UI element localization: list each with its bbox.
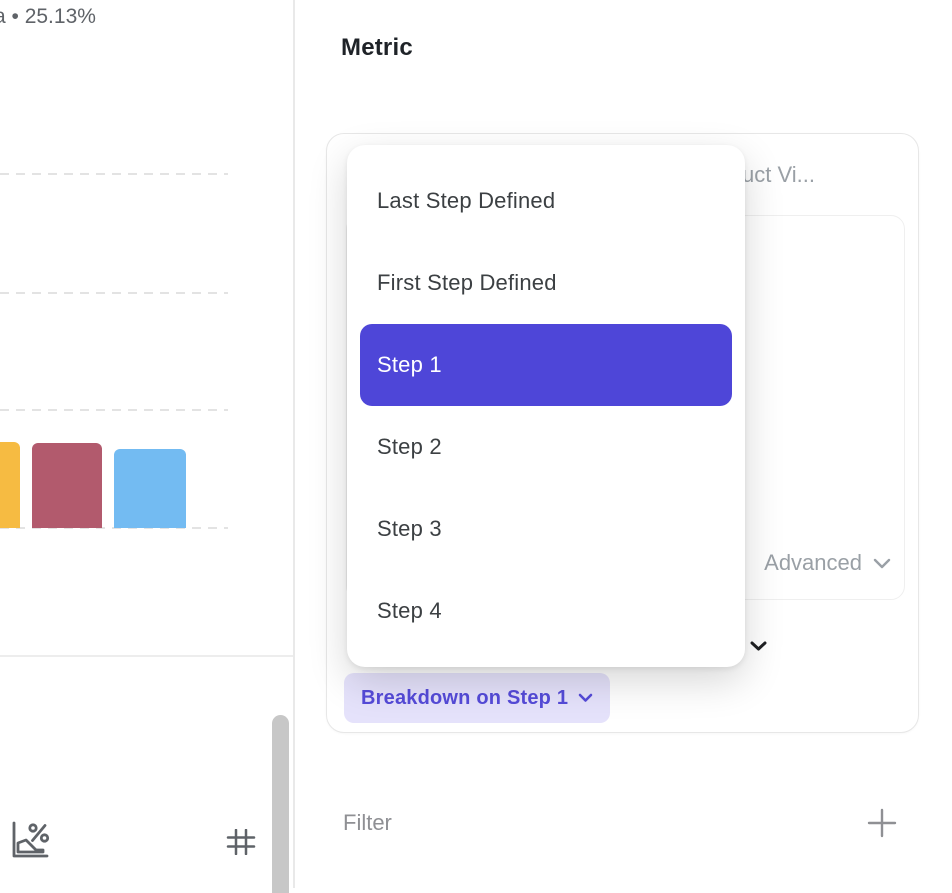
advanced-label: Advanced	[764, 550, 862, 575]
breakdown-chip-label: Breakdown on Step 1	[361, 686, 569, 709]
breakdown-chip[interactable]: Breakdown on Step 1	[344, 673, 611, 723]
funnel-bar-yellow	[0, 442, 20, 528]
chart-gridline	[0, 409, 228, 411]
dropdown-item-step-4[interactable]: Step 4	[377, 598, 442, 623]
expand-chevron-down-icon[interactable]	[750, 639, 767, 657]
chart-gridline	[0, 173, 228, 175]
funnel-bar-blue	[114, 449, 186, 528]
grid-icon[interactable]	[226, 828, 256, 860]
chart-gridline	[0, 527, 228, 529]
metric-section-title: Metric	[341, 34, 413, 61]
series-legend: a • 25.13%	[0, 5, 96, 28]
dropdown-item-step-3[interactable]: Step 3	[377, 516, 442, 541]
dropdown-item-step-2[interactable]: Step 2	[377, 434, 442, 459]
chevron-down-icon	[578, 693, 593, 702]
chevron-down-icon	[873, 558, 891, 568]
percent-chart-icon[interactable]	[6, 819, 50, 868]
chart-panel: a • 25.13%	[0, 0, 293, 893]
add-filter-button[interactable]	[866, 807, 898, 844]
advanced-toggle[interactable]: Advanced	[764, 550, 891, 576]
chart-gridline	[0, 292, 228, 294]
filter-section-label: Filter	[343, 810, 392, 835]
event-name-truncated: uct Vi...	[742, 162, 815, 187]
dropdown-item-step-1[interactable]: Step 1	[360, 324, 732, 406]
dropdown-item-last-step-defined[interactable]: Last Step Defined	[377, 188, 556, 213]
scrollbar-thumb[interactable]	[272, 715, 289, 893]
vertical-divider	[293, 0, 295, 888]
panel-divider	[0, 655, 293, 657]
plus-icon	[867, 808, 897, 838]
funnel-bar-rose	[32, 443, 102, 528]
step-dropdown: Last Step Defined First Step Defined Step …	[347, 145, 745, 667]
dropdown-item-first-step-defined[interactable]: First Step Defined	[377, 270, 557, 295]
